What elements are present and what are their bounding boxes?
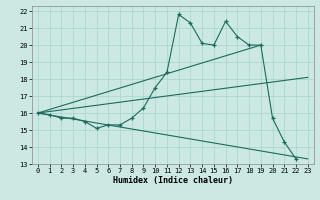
X-axis label: Humidex (Indice chaleur): Humidex (Indice chaleur) [113,176,233,185]
